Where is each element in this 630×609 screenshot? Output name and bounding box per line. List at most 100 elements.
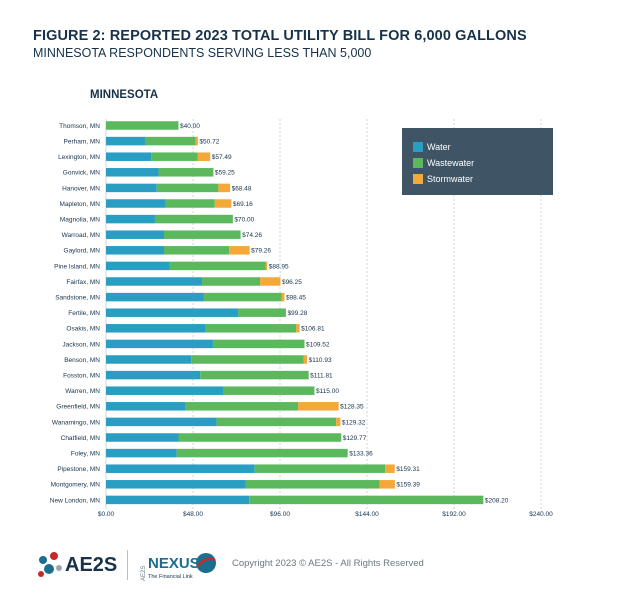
legend-item-water: Water xyxy=(413,141,451,153)
x-tick-label: $192.00 xyxy=(442,511,466,518)
category-label: Gaylord, MN xyxy=(64,248,101,255)
bar-segment-wastewater xyxy=(154,214,233,224)
x-tick-labels: $0.00 $48.00 $96.00 $144.00 $192.00 $240.00 xyxy=(98,511,553,518)
category-label: Foley, MN xyxy=(71,451,100,458)
category-label: Warren, MN xyxy=(65,388,100,395)
category-label: Montgomery, MN xyxy=(51,482,101,489)
bar-segment-water xyxy=(106,386,224,395)
category-label: Sandstone, MN xyxy=(55,295,100,302)
bar-segment-wastewater xyxy=(223,386,315,395)
bar-segment-wastewater xyxy=(200,370,309,380)
total-value-label: $88.95 xyxy=(269,263,289,270)
bar-segment-stormwater xyxy=(298,402,339,411)
category-label: Lexington, MN xyxy=(58,154,100,161)
bar-segment-water xyxy=(106,402,186,411)
category-label: Perham, MN xyxy=(64,139,101,146)
category-label: Chatfield, MN xyxy=(61,435,101,442)
category-label: Pine Island, MN xyxy=(54,263,100,270)
bar-segment-water xyxy=(106,168,159,177)
total-value-label: $109.52 xyxy=(306,341,330,348)
category-label: Pipestone, MN xyxy=(57,466,100,473)
x-tick-label: $144.00 xyxy=(355,511,379,518)
bar-segment-wastewater xyxy=(164,230,241,239)
category-labels: Thomson, MN Perham, MN Lexington, MN Gonvic… xyxy=(50,123,101,504)
bar-segment-water xyxy=(106,448,177,458)
bar-chart: Thomson, MN Perham, MN Lexington, MN Gonvic… xyxy=(50,119,553,518)
bar-segment-water xyxy=(106,152,152,161)
total-value-label: $106.81 xyxy=(301,326,325,333)
total-value-label: $79.26 xyxy=(251,248,271,255)
category-label: Wanamingo, MN xyxy=(52,419,100,426)
bar-segment-wastewater xyxy=(238,308,286,317)
bar-segment-stormwater xyxy=(195,136,198,146)
bar-segment-stormwater xyxy=(197,152,211,161)
bar-segment-wastewater xyxy=(191,355,304,364)
legend-swatch-water xyxy=(413,142,423,152)
total-value-label: $133.36 xyxy=(349,451,373,458)
logo-molecule-node xyxy=(44,564,54,574)
total-value-label: $57.49 xyxy=(212,154,232,161)
total-value-label: $129.77 xyxy=(343,435,367,442)
bar-segment-water xyxy=(106,370,201,380)
legend: Water Wastewater Stormwater xyxy=(402,128,553,195)
aes-logo: AE2S xyxy=(38,552,117,577)
category-label: Benson, MN xyxy=(64,357,100,364)
x-tick-label: $96.00 xyxy=(270,511,290,518)
bar-segment-wastewater xyxy=(202,277,261,286)
total-value-label: $69.16 xyxy=(233,201,253,208)
bar-segment-stormwater xyxy=(260,277,281,286)
bar-segment-wastewater xyxy=(165,199,215,208)
total-value-label: $159.31 xyxy=(396,466,420,473)
total-value-label: $99.28 xyxy=(287,310,307,317)
nexus-tagline: The Financial Link xyxy=(148,574,193,580)
bar-segment-wastewater xyxy=(164,246,230,255)
bar-segment-stormwater xyxy=(385,464,395,473)
bar-segment-stormwater xyxy=(303,355,308,364)
nexus-swoosh xyxy=(197,557,216,567)
bar-segment-water xyxy=(106,355,192,364)
total-value-label: $129.32 xyxy=(342,419,366,426)
bar-segment-water xyxy=(106,433,179,442)
total-value-label: $59.25 xyxy=(215,170,235,177)
total-value-label: $111.81 xyxy=(310,373,333,380)
bar-segment-wastewater xyxy=(249,495,484,505)
category-label: Jackson, MN xyxy=(62,341,100,348)
category-label: Osakis, MN xyxy=(66,326,100,333)
total-value-label: $96.25 xyxy=(282,279,302,286)
total-value-label: $208.20 xyxy=(485,497,509,504)
category-label: Hanover, MN xyxy=(62,185,100,192)
legend-swatch-stormwater xyxy=(413,174,423,184)
bar-segment-wastewater xyxy=(151,152,198,161)
bars-group xyxy=(106,121,484,505)
logo-molecule-node xyxy=(39,556,47,564)
bar-segment-water xyxy=(106,214,155,224)
bar-segment-wastewater xyxy=(144,136,196,146)
bar-segment-stormwater xyxy=(336,417,341,427)
bar-segment-wastewater xyxy=(156,183,219,193)
x-tick-label: $240.00 xyxy=(529,511,553,518)
total-value-label: $98.45 xyxy=(286,295,306,302)
figure-title: FIGURE 2: REPORTED 2023 TOTAL UTILITY BI… xyxy=(33,28,527,44)
legend-label-stormwater: Stormwater xyxy=(427,174,474,184)
bar-segment-water xyxy=(106,480,246,489)
bar-segment-wastewater xyxy=(245,480,380,489)
bar-segment-stormwater xyxy=(379,480,395,489)
legend-swatch-wastewater xyxy=(413,158,423,168)
category-label: Fertile, MN xyxy=(68,310,100,317)
bar-segment-wastewater xyxy=(216,417,337,427)
bar-segment-water xyxy=(106,230,164,239)
total-value-label: $74.26 xyxy=(242,232,262,239)
category-label: Gonvick, MN xyxy=(63,170,101,177)
bar-segment-wastewater xyxy=(203,292,282,302)
bar-segment-stormwater xyxy=(265,261,268,271)
bar-segment-water xyxy=(106,495,250,505)
category-label: Mapleton, MN xyxy=(60,201,101,208)
nexus-logo-prefix: AE2S xyxy=(141,566,147,581)
bar-segment-water xyxy=(106,324,206,333)
bar-segment-water xyxy=(106,136,145,146)
category-label: Fosston, MN xyxy=(63,373,100,380)
legend-label-water: Water xyxy=(427,142,451,152)
bar-segment-water xyxy=(106,417,217,427)
logo-molecule-node xyxy=(50,552,58,560)
nexus-logo: AE2S NEXUS The Financial Link xyxy=(141,553,216,581)
